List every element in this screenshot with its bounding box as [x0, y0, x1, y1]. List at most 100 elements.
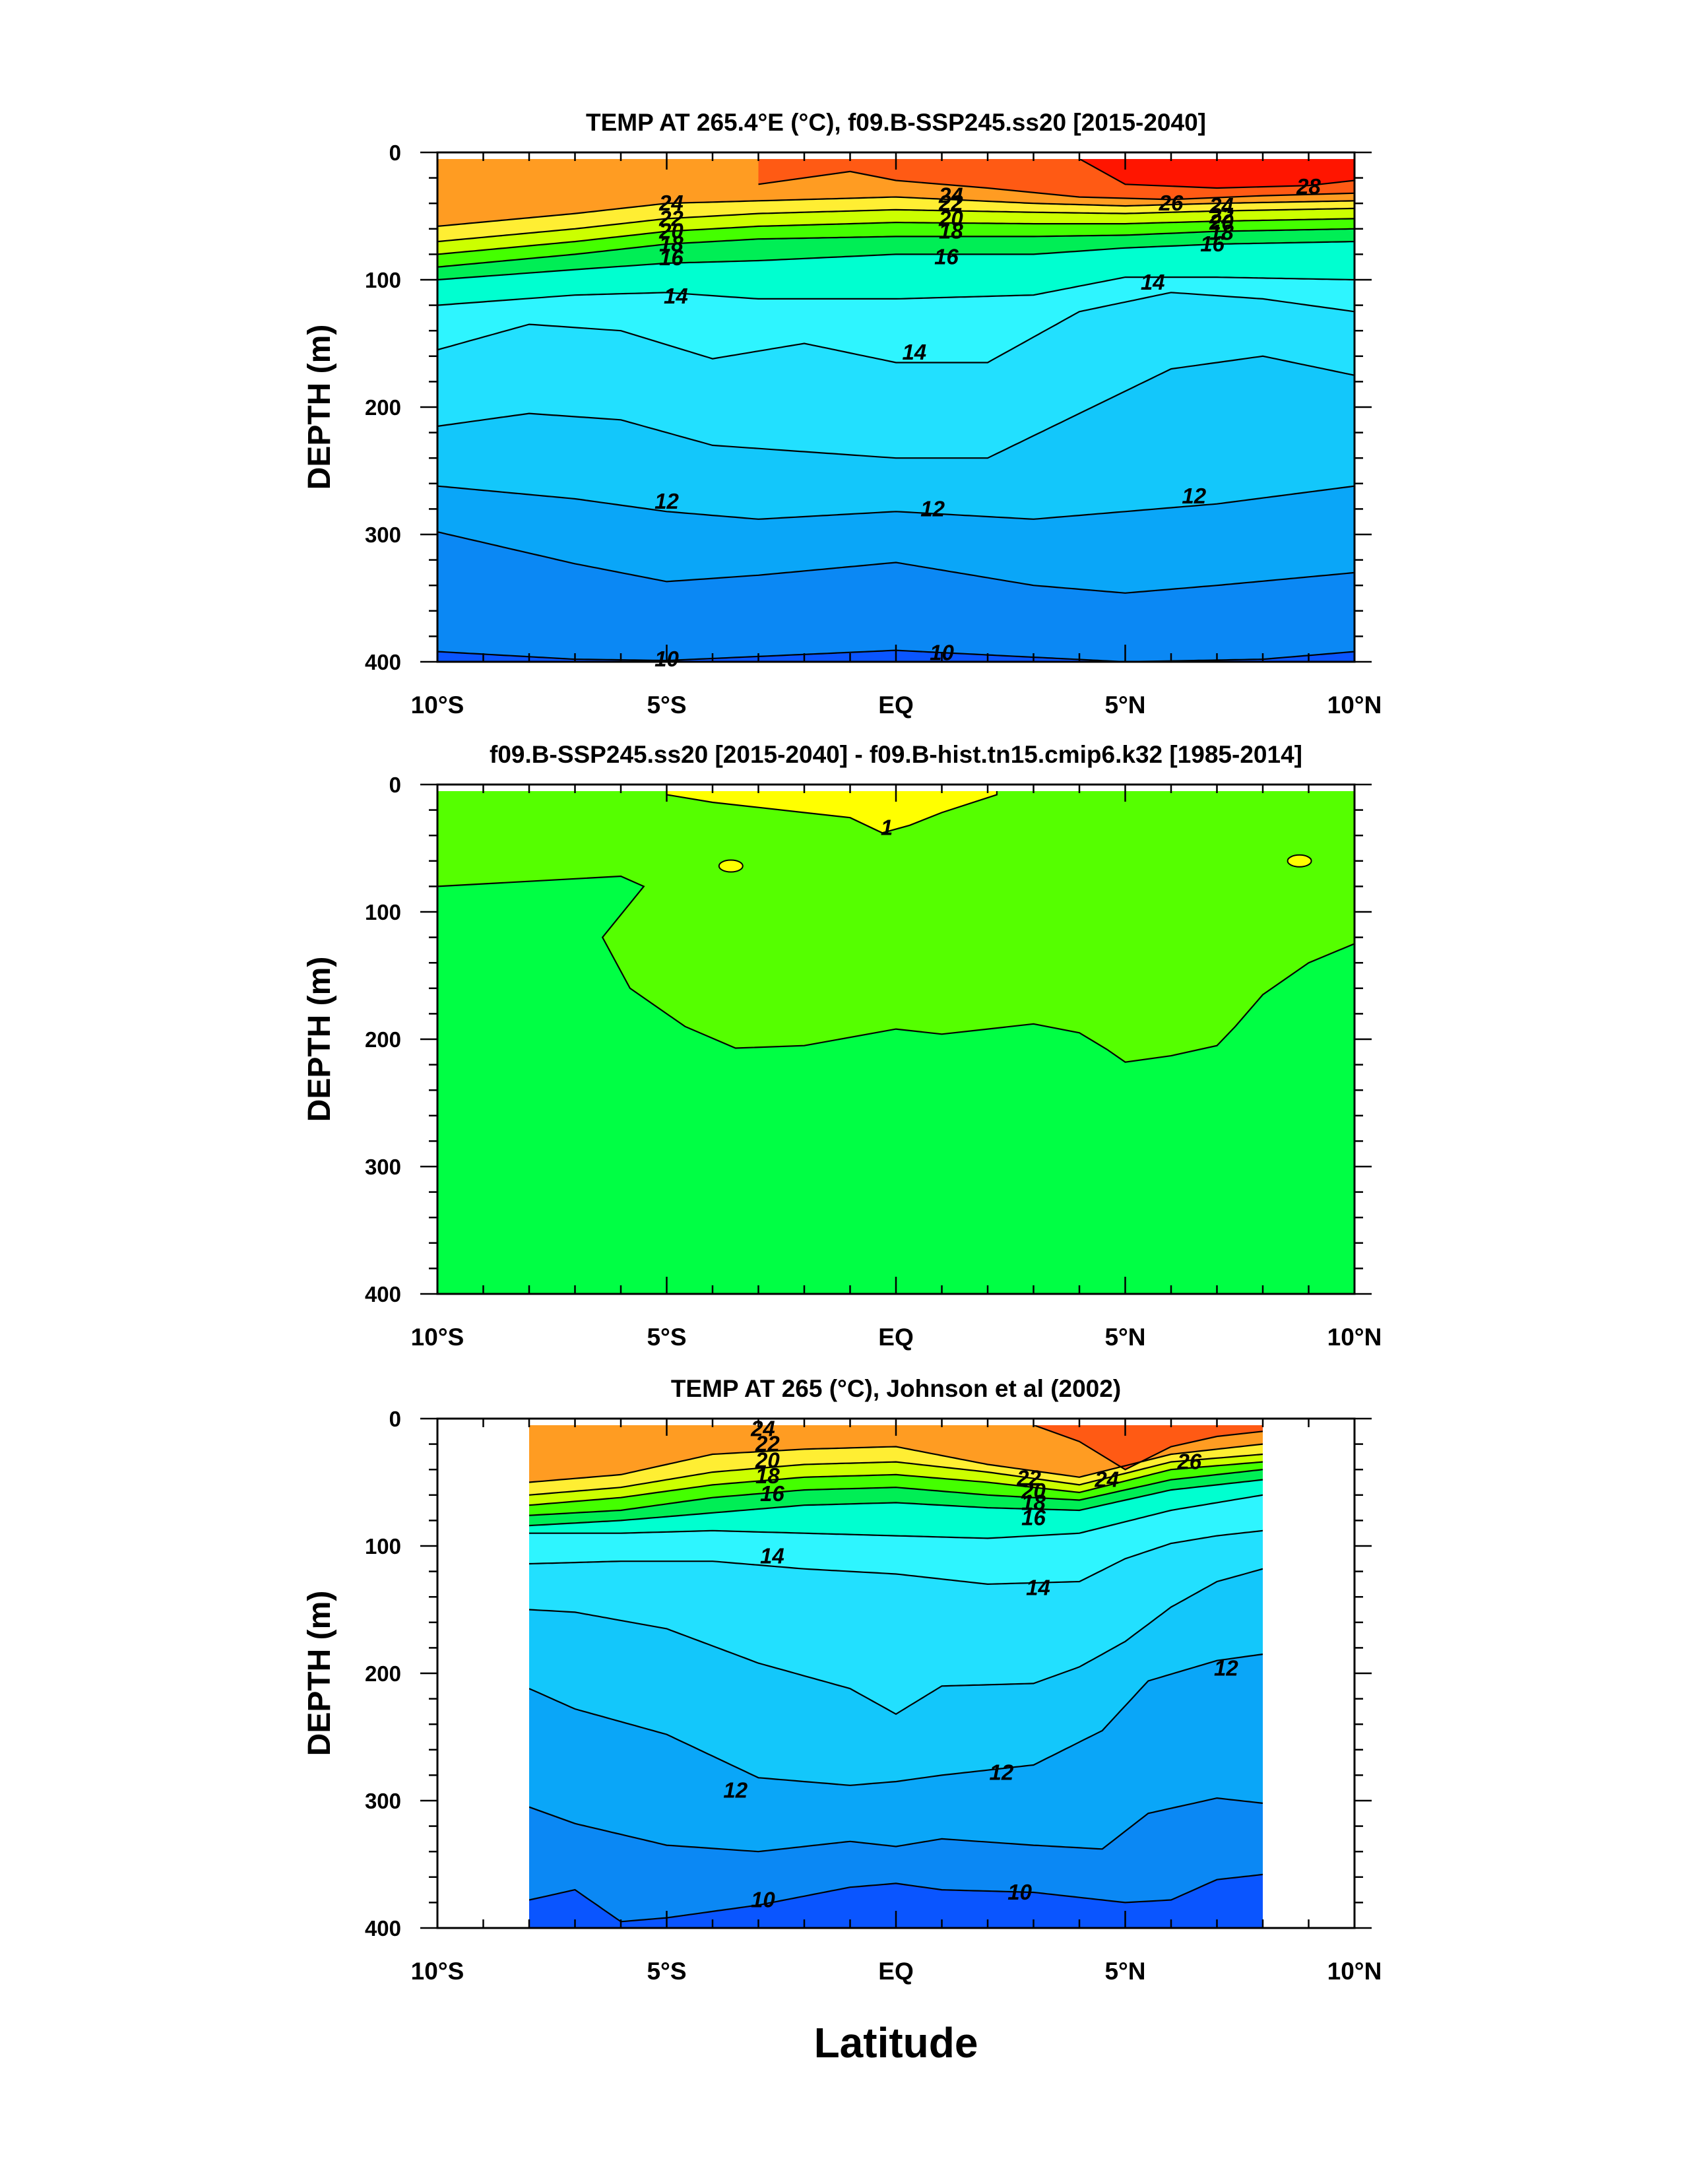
contour-label: 22	[938, 191, 963, 215]
panel-title: TEMP AT 265.4°E (°C), f09.B-SSP245.ss20 …	[586, 109, 1206, 136]
contour-label: 16	[934, 244, 959, 269]
isotherm-24	[437, 196, 1354, 227]
isotherm-11	[529, 1797, 1263, 1853]
isotherm-14	[529, 1529, 1263, 1586]
x-tick-label: EQ	[878, 1324, 913, 1351]
isotherm-26	[1033, 1425, 1263, 1471]
contour-fill	[437, 159, 1354, 662]
isotherm-20	[437, 218, 1354, 255]
anomaly-above-1-fill	[666, 791, 998, 834]
contour-label: 16	[659, 245, 684, 270]
isotherm-26	[758, 170, 1354, 201]
contour-label: 14	[1026, 1576, 1050, 1600]
contour-label: 12	[1214, 1655, 1238, 1680]
isotherm-11	[437, 531, 1354, 594]
contour-label: 24	[1209, 193, 1234, 218]
contour-label: 22	[658, 206, 684, 230]
isotherm-12	[437, 485, 1354, 520]
warm-pool-fill	[1079, 159, 1354, 188]
y-tick-label: 0	[389, 141, 401, 165]
y-axis-label: DEPTH (m)	[302, 325, 337, 490]
panel-title: TEMP AT 265 (°C), Johnson et al (2002)	[671, 1375, 1121, 1402]
contour-fill	[529, 1425, 1263, 1928]
contour-label: 16	[1200, 232, 1225, 256]
x-tick-label: 5°N	[1104, 1958, 1145, 1985]
contour-label: 12	[654, 489, 679, 513]
y-tick-label: 100	[365, 1534, 401, 1558]
anomaly-0.5-1-fill	[437, 791, 1354, 1062]
contour-label: 20	[938, 206, 963, 230]
contour-label: 20	[755, 1448, 780, 1473]
contour-label: 12	[723, 1778, 748, 1803]
y-tick-label: 300	[365, 1789, 401, 1813]
isotherm-10	[529, 1873, 1263, 1923]
contour-label: 24	[1094, 1467, 1119, 1492]
isotherm-20	[529, 1461, 1263, 1506]
y-tick-label: 0	[389, 773, 401, 797]
x-tick-label: 5°S	[647, 1324, 686, 1351]
y-tick-label: 200	[365, 1027, 401, 1052]
isotherm-13	[437, 355, 1354, 459]
contour-label: 22	[755, 1432, 780, 1456]
contour-label: 12	[989, 1760, 1013, 1785]
y-tick-label: 400	[365, 1282, 401, 1306]
y-tick-label: 400	[365, 1916, 401, 1941]
x-axis-label: Latitude	[814, 2019, 978, 2067]
y-tick-label: 200	[365, 1661, 401, 1686]
contour-label: 18	[939, 219, 963, 243]
x-tick-label: 10°N	[1327, 1324, 1382, 1351]
anomaly-blob	[718, 859, 744, 873]
contour-label: 16	[760, 1481, 784, 1506]
y-tick-label: 300	[365, 1155, 401, 1179]
contour-label: 20	[1021, 1479, 1046, 1503]
contour-label: 10	[1007, 1880, 1032, 1904]
panel-title: f09.B-SSP245.ss20 [2015-2040] - f09.B-hi…	[490, 741, 1302, 768]
isotherm-22	[529, 1453, 1263, 1496]
y-tick-label: 300	[365, 523, 401, 547]
contour-label: 14	[902, 340, 926, 364]
contour-label: 10	[751, 1888, 775, 1912]
x-tick-label: EQ	[878, 1958, 913, 1985]
anomaly-blob	[1287, 854, 1312, 868]
isoline-0.5	[437, 875, 1354, 1063]
isotherm-12	[529, 1654, 1263, 1786]
contour-label: 14	[760, 1543, 784, 1568]
x-tick-label: 10°S	[411, 691, 464, 719]
y-tick-label: 200	[365, 395, 401, 420]
contour-label: 24	[938, 183, 963, 208]
x-tick-label: 10°N	[1327, 1958, 1382, 1985]
contour-label: 20	[658, 219, 684, 243]
contour-fill	[437, 791, 1354, 1294]
contour-label: 18	[659, 232, 684, 256]
contour-label: 12	[1182, 484, 1206, 508]
contour-label: 24	[658, 191, 684, 215]
x-tick-label: 5°N	[1104, 691, 1145, 719]
panel-3: 24222018161412102220181624261412121010°S…	[302, 1375, 1382, 1985]
isotherm-16	[529, 1479, 1263, 1527]
panel-2: 1 10°S 5°S EQ 5°N 10°N 0 100 200 300 400 f09.B-SSP2…	[302, 741, 1382, 1351]
axis-ticks	[420, 783, 1372, 1295]
isotherm-18	[529, 1469, 1263, 1516]
y-tick-label: 0	[389, 1407, 401, 1431]
contour-label: 16	[1021, 1506, 1046, 1530]
contour-label: 14	[664, 284, 688, 308]
axis-ticks	[420, 151, 1372, 663]
contour-label: 18	[1209, 220, 1234, 245]
isotherm-13	[529, 1568, 1263, 1716]
x-tick-label: 5°S	[647, 1958, 686, 1985]
isotherm-15	[529, 1494, 1263, 1539]
y-tick-label: 400	[365, 650, 401, 674]
contour-label: 22	[1209, 204, 1234, 228]
contour-label: 18	[1021, 1490, 1046, 1514]
x-tick-label: 5°N	[1104, 1324, 1145, 1351]
contour-label: 12	[920, 496, 945, 521]
contour-label: 26	[1176, 1450, 1201, 1474]
isotherm-16	[437, 241, 1354, 281]
x-tick-label: 10°N	[1327, 691, 1382, 719]
contour-label: 28	[1296, 174, 1321, 199]
warm-pool-fill	[1034, 1425, 1263, 1470]
contour-label: 1	[881, 816, 893, 840]
x-tick-label: 10°S	[411, 1958, 464, 1985]
